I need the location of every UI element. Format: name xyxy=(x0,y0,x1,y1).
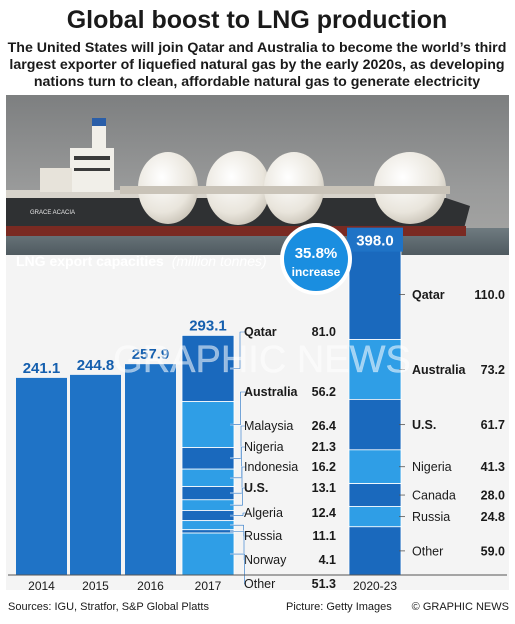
tick-label-2015: 2015 xyxy=(82,579,109,593)
bar-2015 xyxy=(70,374,121,575)
segment-value-2017-algeria: 12.4 xyxy=(312,506,336,520)
segment-value-2017-nigeria: 21.3 xyxy=(312,440,336,454)
leader-line-2017-russia-inner xyxy=(230,524,246,537)
tick-label-2016: 2016 xyxy=(137,579,164,593)
chart-title-unit: (million tonnes) xyxy=(172,253,267,269)
bar-segment-2017-malaysia xyxy=(181,447,235,470)
tick-label-2014: 2014 xyxy=(28,579,55,593)
footer-credit: © GRAPHIC NEWS xyxy=(412,601,509,613)
segment-value-2017-u-s: 13.1 xyxy=(312,481,336,495)
segment-name-2020-23-qatar: Qatar xyxy=(412,288,445,302)
segment-value-2017-australia: 56.2 xyxy=(312,385,336,399)
x-axis: 2014 2015 2016 2017 2020-23 xyxy=(8,574,507,593)
bar-segment-2017-norway xyxy=(181,529,235,534)
badge-label: increase xyxy=(292,265,341,279)
segment-name-2020-23-australia: Australia xyxy=(412,363,467,377)
bar-segment-2017-australia xyxy=(181,401,235,448)
total-label-2015: 244.8 xyxy=(77,357,115,374)
leader-line-2017-u-s-inner xyxy=(230,487,246,506)
subtitle-line-3: nations turn to clean, affordable natura… xyxy=(34,74,480,90)
segment-name-2017-norway: Norway xyxy=(244,553,287,567)
segment-value-2017-malaysia: 26.4 xyxy=(312,419,336,433)
svg-text:LNG export capacities (m: LNG export capacities (million tonnes) xyxy=(16,253,267,269)
bar-2016 xyxy=(125,364,176,575)
bar-2014 xyxy=(16,377,67,575)
segment-name-2020-23-other: Other xyxy=(412,544,443,558)
leader-line-2017-qatar-inner xyxy=(230,331,246,369)
segment-value-2017-indonesia: 16.2 xyxy=(312,460,336,474)
bar-segment-2020-23-russia xyxy=(348,506,402,528)
tanker-photo: GRACE ACACIA xyxy=(6,95,509,255)
bar-segment-2017-u-s xyxy=(181,499,235,511)
subtitle-line-2: largest exporter of liquefied natural ga… xyxy=(9,57,504,73)
bar-segment-2017-algeria xyxy=(181,510,235,522)
bar-2020-23-cap xyxy=(347,227,403,252)
leader-line-2017-algeria-inner xyxy=(230,512,246,516)
segment-value-2020-23-nigeria: 41.3 xyxy=(481,460,505,474)
watermark: GRAPHIC NEWS xyxy=(113,339,411,381)
badge-value: 35.8% xyxy=(295,245,338,262)
bar-segment-2020-23-canada xyxy=(348,483,402,507)
segment-value-2020-23-other: 59.0 xyxy=(481,544,505,558)
increase-badge: 35.8% increase xyxy=(280,223,352,295)
segment-value-2020-23-canada: 28.0 xyxy=(481,489,505,503)
leader-line-2017-nigeria-inner xyxy=(230,446,246,479)
segment-name-2017-algeria: Algeria xyxy=(244,506,283,520)
segment-value-2020-23-australia: 73.2 xyxy=(481,363,505,377)
chart-title: LNG export capacities (million tonnes) xyxy=(16,253,267,269)
bar-segment-2020-23-qatar xyxy=(348,249,402,340)
page-title: Global boost to LNG production xyxy=(67,6,448,34)
bar-segment-2017-russia xyxy=(181,520,235,531)
leader-line-2017-other-inner xyxy=(230,553,246,585)
segment-name-2017-australia: Australia xyxy=(244,385,299,399)
segment-name-2020-23-canada: Canada xyxy=(412,489,456,503)
segment-name-2017-qatar: Qatar xyxy=(244,325,277,339)
bar-segment-2020-23-australia xyxy=(348,339,402,400)
footer-picture: Picture: Getty Images xyxy=(286,601,392,613)
svg-text:GRACE ACACIA: GRACE ACACIA xyxy=(30,210,75,216)
segment-value-2020-23-u-s: 61.7 xyxy=(481,418,505,432)
bars-layer xyxy=(16,227,403,576)
segment-name-2017-russia: Russia xyxy=(244,529,282,543)
total-label-2020-23: 398.0 xyxy=(356,233,394,250)
bar-segment-2017-indonesia xyxy=(181,486,235,501)
leader-line-2017-indonesia-inner xyxy=(230,466,246,494)
total-label-2017: 293.1 xyxy=(189,317,227,334)
segment-name-2020-23-russia: Russia xyxy=(412,510,450,524)
segment-value-2017-norway: 4.1 xyxy=(319,553,336,567)
bar-segment-2017-other xyxy=(181,532,235,576)
segment-name-2017-other: Other xyxy=(244,577,275,591)
segment-name-2017-nigeria: Nigeria xyxy=(244,440,284,454)
bar-segment-2020-23-nigeria xyxy=(348,449,402,485)
subtitle-line-1: The United States will join Qatar and Au… xyxy=(8,40,507,56)
tick-label-2017: 2017 xyxy=(195,579,222,593)
bar-segment-2020-23-other xyxy=(348,526,402,576)
segment-value-2020-23-qatar: 110.0 xyxy=(474,288,505,302)
segment-value-2020-23-russia: 24.8 xyxy=(481,510,505,524)
total-label-2014: 241.1 xyxy=(23,360,61,377)
segment-value-2017-other: 51.3 xyxy=(312,577,336,591)
segment-value-2017-qatar: 81.0 xyxy=(312,325,336,339)
segment-name-2020-23-u-s: U.S. xyxy=(412,418,436,432)
chart-title-text: LNG export capacities xyxy=(16,253,164,269)
labels-layer: 241.1 244.8 257.9 293.1 398.0 Qatar 81.0 Austra… xyxy=(23,233,505,591)
segment-name-2017-u-s: U.S. xyxy=(244,481,268,495)
segment-name-2017-indonesia: Indonesia xyxy=(244,460,298,474)
bar-segment-2020-23-u-s xyxy=(348,399,402,451)
bar-segment-2017-nigeria xyxy=(181,468,235,487)
segment-name-2020-23-nigeria: Nigeria xyxy=(412,460,452,474)
total-label-2016: 257.9 xyxy=(132,346,170,363)
leader-line-2017-malaysia-inner xyxy=(230,425,246,459)
leader-line-2017-australia-inner xyxy=(230,391,246,425)
segment-name-2017-malaysia: Malaysia xyxy=(244,419,293,433)
footer-sources: Sources: IGU, Stratfor, S&P Global Platt… xyxy=(8,601,209,613)
segment-value-2017-russia: 11.1 xyxy=(312,529,336,543)
tick-label-2020-23: 2020-23 xyxy=(353,579,397,593)
